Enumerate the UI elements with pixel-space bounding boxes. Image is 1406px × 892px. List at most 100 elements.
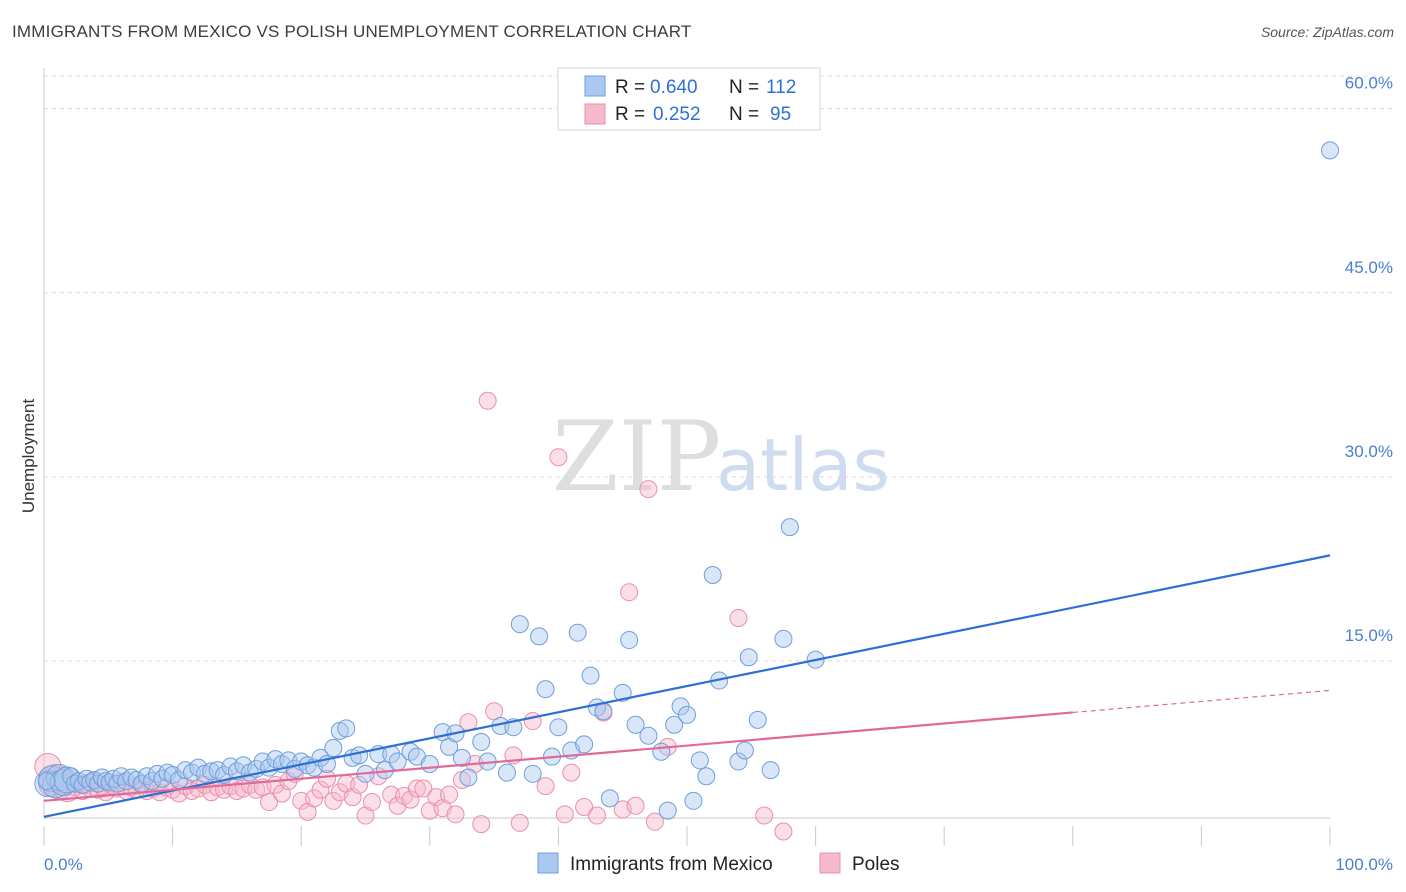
poles-point [645, 812, 664, 831]
legend-r-label-blue: R = [615, 77, 645, 98]
mexico-point [37, 772, 56, 791]
legend-r-value-pink: 0.252 [653, 104, 701, 125]
poles-point [755, 806, 774, 825]
legend-swatch-blue [584, 75, 606, 97]
poles-point [555, 805, 574, 824]
y-tick-label: 15.0% [1345, 626, 1393, 645]
correlation-legend: R = 0.640 N = 112 R = 0.252 N = 95 [557, 67, 821, 131]
poles-point [414, 779, 433, 798]
mexico-point [549, 718, 568, 737]
mexico-point [127, 770, 146, 789]
mexico-point [575, 735, 594, 754]
mexico-point [678, 705, 696, 724]
poles-point [562, 763, 581, 782]
mexico-point [703, 566, 722, 585]
poles-point [317, 769, 336, 788]
legend-n-label-blue: N = [729, 77, 759, 98]
mexico-point [452, 748, 471, 767]
mexico-point [497, 763, 516, 782]
mexico-point [665, 715, 684, 734]
poles-point [446, 805, 465, 824]
mexico-point [137, 767, 156, 786]
y-tick-label: 60.0% [1345, 74, 1393, 93]
mexico-point [761, 761, 780, 780]
bottom-legend-label-mexico: Immigrants from Mexico [570, 854, 773, 875]
poles-point [260, 793, 279, 812]
bottom-legend-swatch-poles [819, 852, 841, 874]
legend-n-value-blue: 112 [766, 77, 796, 98]
mexico-point [530, 627, 549, 646]
poles-trend-extension [1072, 689, 1331, 714]
mexico-point [324, 739, 343, 758]
watermark-zip: ZIP [552, 401, 721, 513]
poles-point [472, 815, 491, 834]
poles-point [362, 793, 381, 812]
legend-n-label-pink: N = [729, 104, 759, 125]
mexico-point [639, 726, 658, 745]
mexico-point [420, 755, 439, 774]
poles-point [510, 813, 529, 832]
poles-trend-line [43, 711, 1073, 802]
mexico-point [697, 767, 716, 786]
poles-point [620, 583, 639, 602]
legend-n-value-pink: 95 [770, 104, 791, 125]
axis-layer [43, 68, 1331, 846]
poles-point [639, 480, 658, 499]
x-tick-label-min: 0.0% [44, 855, 83, 874]
mexico-point [1321, 141, 1339, 160]
legend-r-value-blue: 0.640 [650, 77, 698, 98]
mexico-point [122, 768, 141, 787]
poles-point [536, 777, 555, 796]
mexico-point [684, 791, 703, 810]
y-axis-label: Unemployment [19, 399, 38, 514]
poles-point [729, 608, 748, 627]
mexico-point [620, 631, 639, 650]
legend-swatch-pink [584, 103, 606, 125]
mexico-point [523, 764, 542, 783]
mexico-points [34, 141, 1339, 820]
poles-point [774, 822, 793, 841]
poles-point [626, 796, 645, 815]
bottom-legend-swatch-mexico [537, 852, 559, 874]
source-label: Source: ZipAtlas.com [1260, 24, 1394, 40]
poles-point [587, 806, 606, 825]
poles-point [311, 780, 330, 799]
x-tick-label-max: 100.0% [1335, 855, 1393, 874]
mexico-point [739, 648, 758, 667]
poles-point [401, 790, 420, 809]
mexico-point [729, 752, 748, 771]
chart-title: IMMIGRANTS FROM MEXICO VS POLISH UNEMPLO… [12, 22, 692, 41]
mexico-point [735, 741, 754, 760]
y-tick-labels: 15.0% 30.0% 45.0% 60.0% [1345, 74, 1393, 645]
mexico-point [780, 518, 799, 537]
mexico-point [581, 666, 600, 685]
mexico-point [536, 680, 555, 699]
watermark-atlas: atlas [716, 423, 890, 507]
mexico-point [613, 683, 632, 702]
mexico-trend-line [43, 554, 1331, 818]
mexico-point [658, 801, 677, 820]
trend-layer [43, 554, 1331, 818]
poles-point [575, 797, 594, 816]
mexico-point [472, 732, 491, 751]
y-tick-label: 30.0% [1345, 442, 1393, 461]
mexico-point [748, 710, 767, 729]
mexico-point [158, 763, 177, 782]
mexico-point [652, 742, 671, 761]
poles-point [440, 785, 459, 804]
poles-point [549, 448, 568, 467]
series-legend: Immigrants from Mexico Poles [537, 852, 900, 875]
mexico-point [350, 746, 369, 765]
bottom-legend-label-poles: Poles [852, 854, 900, 875]
poles-point [523, 712, 542, 731]
poles-point [478, 391, 497, 410]
poles-point [382, 785, 401, 804]
mexico-point [510, 615, 529, 634]
poles-point [350, 775, 369, 794]
mexico-point [459, 768, 478, 787]
poles-point [407, 779, 426, 798]
legend-r-label-pink: R = [615, 104, 645, 125]
mexico-point [774, 629, 793, 648]
mexico-point [626, 715, 645, 734]
